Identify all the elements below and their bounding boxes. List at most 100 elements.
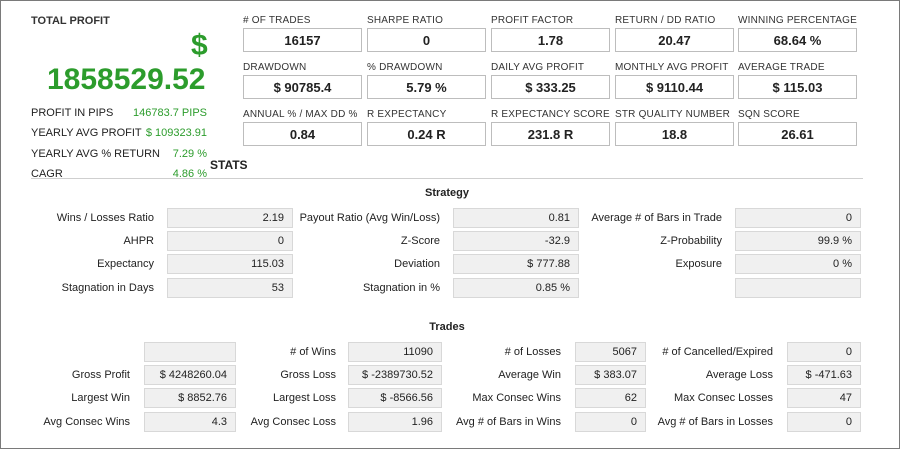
trades-label: Gross Profit bbox=[71, 369, 130, 381]
total-profit-value: 1858529.52 bbox=[47, 63, 206, 96]
metric-value: 0 bbox=[367, 28, 486, 52]
strategy-section-title: Strategy bbox=[424, 187, 470, 199]
trades-label: Avg Consec Wins bbox=[43, 416, 130, 428]
strategy-label: Exposure bbox=[675, 258, 722, 270]
trades-value: 47 bbox=[787, 388, 861, 408]
trades-value bbox=[144, 342, 236, 362]
strategy-label: Z-Score bbox=[400, 235, 440, 247]
strategy-value: 0 bbox=[167, 231, 293, 251]
trades-value: $ 383.07 bbox=[575, 365, 646, 385]
trades-label: Average Win bbox=[498, 369, 561, 381]
trades-value: 5067 bbox=[575, 342, 646, 362]
trades-value: 1.96 bbox=[348, 412, 442, 432]
strategy-value: $ 777.88 bbox=[453, 254, 579, 274]
yearly-avg-return-label: YEARLY AVG % RETURN bbox=[31, 148, 160, 160]
strategy-value bbox=[735, 278, 861, 298]
trades-label: # of Cancelled/Expired bbox=[662, 346, 773, 358]
trades-value: 11090 bbox=[348, 342, 442, 362]
metric-label: PROFIT FACTOR bbox=[491, 15, 574, 26]
strategy-value: 0 % bbox=[735, 254, 861, 274]
metric-value: 1.78 bbox=[491, 28, 610, 52]
metric-value: 16157 bbox=[243, 28, 362, 52]
total-profit-title: TOTAL PROFIT bbox=[31, 15, 110, 27]
metric-label: R EXPECTANCY bbox=[367, 109, 447, 120]
metric-value: $ 90785.4 bbox=[243, 75, 362, 99]
trades-label: # of Wins bbox=[290, 346, 336, 358]
strategy-label: AHPR bbox=[123, 235, 154, 247]
trades-label: # of Losses bbox=[504, 346, 561, 358]
stats-title: STATS bbox=[210, 158, 248, 172]
metric-label: SQN SCORE bbox=[738, 109, 800, 120]
metric-label: % DRAWDOWN bbox=[367, 62, 443, 73]
strategy-label: Expectancy bbox=[97, 258, 154, 270]
trades-label: Average Loss bbox=[705, 369, 773, 381]
metric-value: $ 115.03 bbox=[738, 75, 857, 99]
strategy-label: Deviation bbox=[394, 258, 440, 270]
metric-value: 0.84 bbox=[243, 122, 362, 146]
trades-value: 4.3 bbox=[144, 412, 236, 432]
profit-in-pips-value: 146783.7 PIPS bbox=[132, 107, 207, 119]
strategy-value: -32.9 bbox=[453, 231, 579, 251]
strategy-value: 0.85 % bbox=[453, 278, 579, 298]
metric-label: R EXPECTANCY SCORE bbox=[491, 109, 610, 120]
strategy-label: Z-Probability bbox=[660, 235, 722, 247]
trades-section-title: Trades bbox=[429, 321, 465, 333]
trades-value: $ -471.63 bbox=[787, 365, 861, 385]
metric-label: ANNUAL % / MAX DD % bbox=[243, 109, 358, 120]
trades-value: 0 bbox=[787, 342, 861, 362]
metric-label: SHARPE RATIO bbox=[367, 15, 444, 26]
strategy-label: Average # of Bars in Trade bbox=[591, 212, 722, 224]
strategy-value: 2.19 bbox=[167, 208, 293, 228]
trades-label: Avg Consec Loss bbox=[250, 416, 336, 428]
metric-value: 68.64 % bbox=[738, 28, 857, 52]
strategy-value: 99.9 % bbox=[735, 231, 861, 251]
trades-label: Avg # of Bars in Wins bbox=[456, 416, 561, 428]
trades-value: $ -2389730.52 bbox=[348, 365, 442, 385]
metric-value: 20.47 bbox=[615, 28, 734, 52]
trades-label: Largest Loss bbox=[273, 392, 336, 404]
trades-value: 0 bbox=[575, 412, 646, 432]
metric-value: $ 333.25 bbox=[491, 75, 610, 99]
metric-value: 0.24 R bbox=[367, 122, 486, 146]
trades-value: $ -8566.56 bbox=[348, 388, 442, 408]
trades-label: Largest Win bbox=[71, 392, 130, 404]
stats-divider bbox=[31, 178, 863, 179]
dollar-sign-icon: $ bbox=[191, 29, 208, 62]
yearly-avg-return-value: 7.29 % bbox=[172, 148, 207, 160]
metric-value: 5.79 % bbox=[367, 75, 486, 99]
strategy-label: Payout Ratio (Avg Win/Loss) bbox=[299, 212, 440, 224]
yearly-avg-profit-label: YEARLY AVG PROFIT bbox=[31, 127, 142, 139]
metric-label: STR QUALITY NUMBER bbox=[615, 109, 731, 120]
yearly-avg-profit-value: $ 109323.91 bbox=[145, 127, 207, 139]
metric-label: # OF TRADES bbox=[243, 15, 311, 26]
metric-value: 26.61 bbox=[738, 122, 857, 146]
trades-value: $ 4248260.04 bbox=[144, 365, 236, 385]
metric-label: MONTHLY AVG PROFIT bbox=[615, 62, 729, 73]
trades-label: Max Consec Losses bbox=[673, 392, 773, 404]
trades-value: $ 8852.76 bbox=[144, 388, 236, 408]
strategy-label: Wins / Losses Ratio bbox=[56, 212, 154, 224]
metric-value: $ 9110.44 bbox=[615, 75, 734, 99]
trades-value: 62 bbox=[575, 388, 646, 408]
trades-label: Gross Loss bbox=[280, 369, 336, 381]
metric-value: 231.8 R bbox=[491, 122, 610, 146]
trades-label: Avg # of Bars in Losses bbox=[657, 416, 773, 428]
metric-label: WINNING PERCENTAGE bbox=[738, 15, 857, 26]
trades-value: 0 bbox=[787, 412, 861, 432]
trades-label: Max Consec Wins bbox=[472, 392, 561, 404]
metric-label: AVERAGE TRADE bbox=[738, 62, 825, 73]
strategy-value: 0 bbox=[735, 208, 861, 228]
metric-value: 18.8 bbox=[615, 122, 734, 146]
strategy-label: Stagnation in Days bbox=[61, 282, 154, 294]
cagr-label: CAGR bbox=[31, 168, 63, 180]
metric-label: DAILY AVG PROFIT bbox=[491, 62, 585, 73]
metric-label: DRAWDOWN bbox=[243, 62, 307, 73]
cagr-value: 4.86 % bbox=[172, 168, 207, 180]
strategy-label: Stagnation in % bbox=[362, 282, 440, 294]
strategy-value: 115.03 bbox=[167, 254, 293, 274]
metric-label: RETURN / DD RATIO bbox=[615, 15, 716, 26]
profit-in-pips-label: PROFIT IN PIPS bbox=[31, 107, 114, 119]
strategy-value: 53 bbox=[167, 278, 293, 298]
strategy-value: 0.81 bbox=[453, 208, 579, 228]
